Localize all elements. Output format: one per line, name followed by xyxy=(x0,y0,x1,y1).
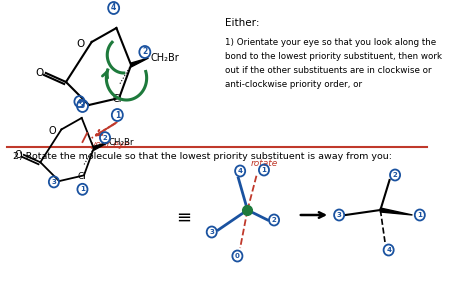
Text: O: O xyxy=(35,68,44,78)
Text: 2: 2 xyxy=(392,172,397,178)
Text: 3: 3 xyxy=(337,212,342,218)
Text: 0: 0 xyxy=(235,253,240,259)
Text: bond to the lowest priority substituent, then work: bond to the lowest priority substituent,… xyxy=(225,52,442,61)
Text: 2) Rotate the molecule so that the lowest priority substituent is away from you:: 2) Rotate the molecule so that the lowes… xyxy=(13,152,392,161)
Text: 2: 2 xyxy=(142,48,147,57)
Text: 2: 2 xyxy=(103,135,108,141)
Text: 4: 4 xyxy=(237,168,243,174)
Text: 1: 1 xyxy=(80,186,85,192)
Text: Cl: Cl xyxy=(113,94,122,104)
Text: 1: 1 xyxy=(115,110,120,119)
Text: 4: 4 xyxy=(111,3,116,12)
Text: ≡: ≡ xyxy=(176,209,191,227)
Text: O: O xyxy=(76,39,85,49)
Text: 3: 3 xyxy=(210,229,214,235)
Text: out if the other substituents are in clockwise or: out if the other substituents are in clo… xyxy=(225,66,431,75)
Text: CH₂Br: CH₂Br xyxy=(150,53,179,63)
Text: anti-clockwise priority order, or: anti-clockwise priority order, or xyxy=(225,80,362,89)
Text: 1: 1 xyxy=(262,167,266,173)
Text: 1: 1 xyxy=(418,212,422,218)
Text: 3: 3 xyxy=(80,102,85,110)
Text: 2: 2 xyxy=(272,217,276,223)
Text: CH₂Br: CH₂Br xyxy=(109,138,135,147)
Text: 4: 4 xyxy=(77,98,82,104)
Text: 3: 3 xyxy=(52,179,56,185)
Polygon shape xyxy=(94,143,108,150)
Polygon shape xyxy=(381,208,412,215)
Text: Cl: Cl xyxy=(78,172,87,181)
Text: rotate: rotate xyxy=(250,159,278,168)
Text: O: O xyxy=(48,127,56,136)
Text: Either:: Either: xyxy=(225,18,259,28)
Text: O: O xyxy=(15,150,22,160)
Text: your eye: your eye xyxy=(90,140,129,149)
Text: 1) Orientate your eye so that you look along the: 1) Orientate your eye so that you look a… xyxy=(225,38,436,47)
Text: 4: 4 xyxy=(386,247,391,253)
Polygon shape xyxy=(131,58,148,67)
